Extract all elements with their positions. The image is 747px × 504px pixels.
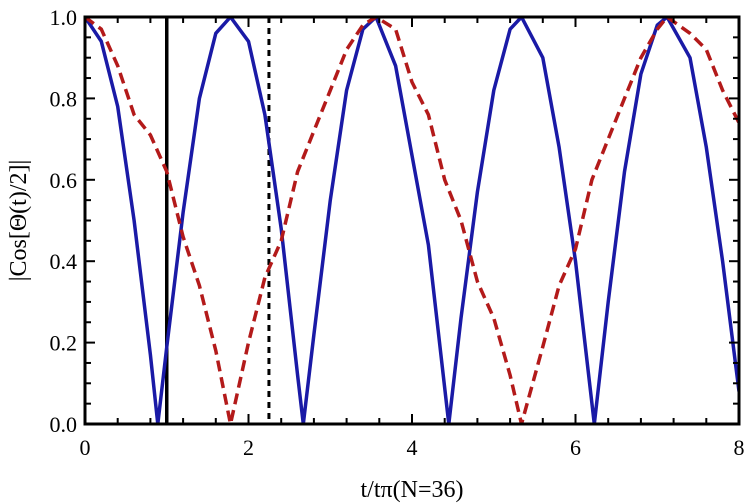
y-tick-label: 1.0 (50, 5, 78, 30)
y-tick-label: 0.0 (50, 412, 78, 437)
series-line-solid (85, 17, 739, 424)
x-tick-label: 4 (407, 435, 418, 460)
y-tick-label: 0.4 (50, 249, 78, 274)
x-axis-title: t/tπ(N=36) (361, 477, 464, 503)
y-tick-label: 0.2 (50, 331, 78, 356)
x-tick-label: 8 (734, 435, 745, 460)
x-tick-label: 2 (243, 435, 254, 460)
y-tick-label: 0.8 (50, 86, 78, 111)
series-line-dashed (85, 17, 739, 424)
x-tick-label: 6 (570, 435, 581, 460)
y-axis-title: |Cos[Θ(t)/2]| (6, 160, 32, 282)
axes: 0 2 4 6 8 0.0 0.2 0.4 0.6 0.8 1.0 (50, 5, 745, 460)
plot-area (85, 17, 739, 424)
x-tick-label: 0 (80, 435, 91, 460)
y-tick-label: 0.6 (50, 168, 78, 193)
